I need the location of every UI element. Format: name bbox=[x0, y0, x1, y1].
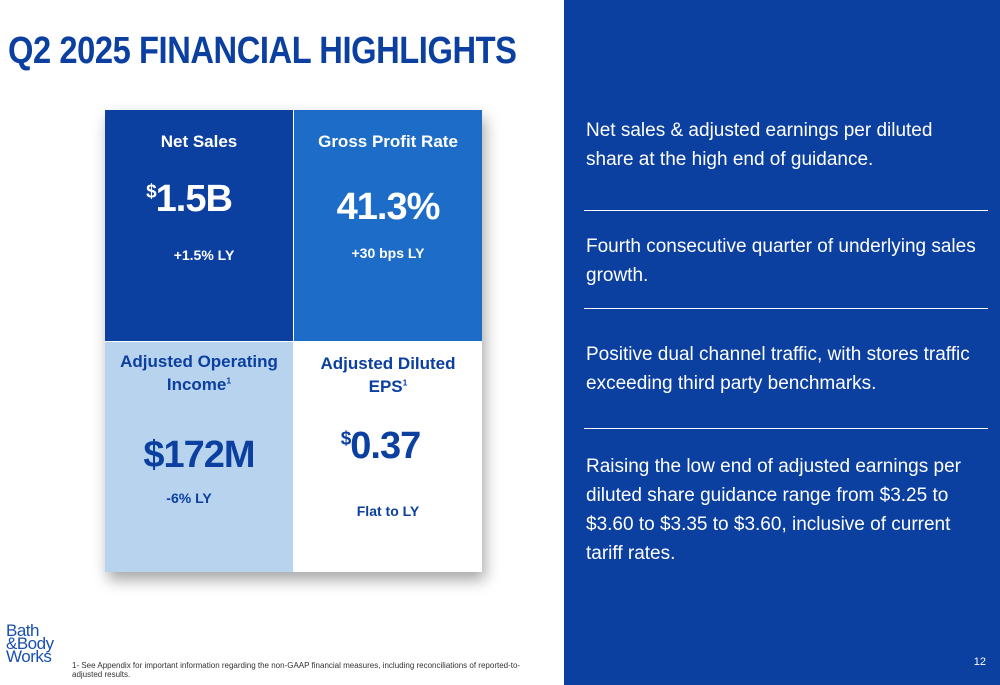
eps-label: Adjusted Diluted EPS1 bbox=[320, 354, 456, 396]
gross-profit-value: 41.3% bbox=[336, 186, 441, 228]
eps-tile: Adjusted Diluted EPS1 $0.37 Flat to LY bbox=[294, 342, 482, 572]
divider-3 bbox=[584, 428, 988, 429]
gross-profit-label: Gross Profit Rate bbox=[318, 132, 458, 151]
footnote: 1- See Appendix for important informatio… bbox=[72, 661, 521, 679]
net-sales-currency: $ bbox=[146, 181, 157, 203]
highlights-panel: Net sales & adjusted earnings per dilute… bbox=[564, 0, 1000, 685]
net-sales-change: +1.5% LY bbox=[173, 247, 235, 263]
net-sales-label: Net Sales bbox=[160, 132, 238, 151]
highlight-4: Raising the low end of adjusted earnings… bbox=[586, 456, 961, 564]
kpi-grid: Net Sales $1.5B +1.5% LY Gross Profit Ra… bbox=[105, 110, 482, 572]
divider-1 bbox=[584, 210, 988, 211]
net-sales-tile: Net Sales $1.5B +1.5% LY bbox=[105, 110, 293, 341]
page-number: 12 bbox=[973, 656, 986, 668]
divider-2 bbox=[584, 308, 988, 309]
gross-profit-change: +30 bps LY bbox=[351, 245, 425, 261]
operating-income-value: $172M bbox=[143, 434, 255, 476]
operating-income-change: -6% LY bbox=[166, 490, 212, 506]
eps-value: $0.37 bbox=[340, 425, 422, 467]
highlight-2: Fourth consecutive quarter of underlying… bbox=[586, 236, 976, 286]
highlight-1: Net sales & adjusted earnings per dilute… bbox=[586, 120, 933, 170]
eps-change: Flat to LY bbox=[356, 503, 420, 519]
operating-income-label: Adjusted Operating Income1 bbox=[120, 352, 278, 394]
gross-profit-tile: Gross Profit Rate 41.3% +30 bps LY bbox=[294, 110, 482, 341]
page-title: Q2 2025 FINANCIAL HIGHLIGHTS bbox=[8, 30, 517, 72]
net-sales-value: $1.5B bbox=[146, 178, 233, 220]
brand-logo: Bath &Body Works bbox=[6, 621, 54, 666]
operating-income-tile: Adjusted Operating Income1 $172M -6% LY bbox=[105, 342, 293, 572]
eps-currency: $ bbox=[340, 428, 352, 450]
highlight-3: Positive dual channel traffic, with stor… bbox=[586, 344, 970, 394]
